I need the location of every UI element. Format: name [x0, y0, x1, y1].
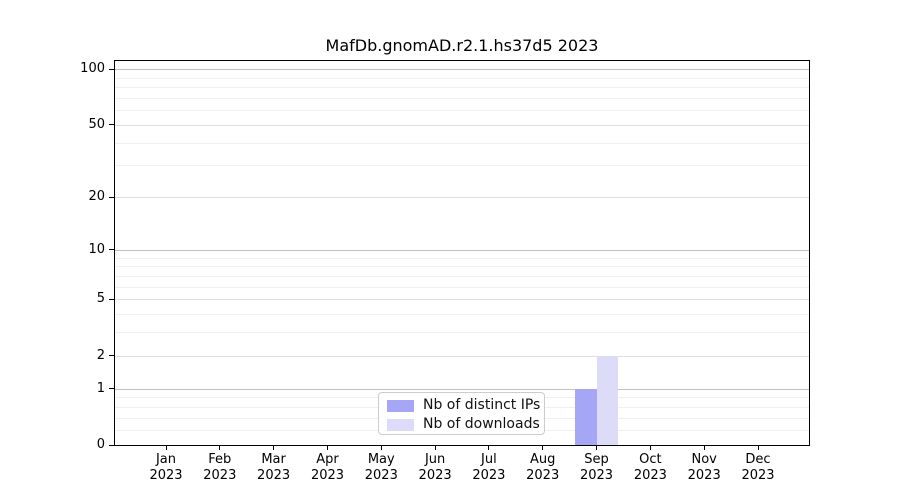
- minor-gridline: [115, 142, 809, 144]
- x-axis-tick-label: Jul 2023: [457, 452, 521, 484]
- minor-gridline: [115, 110, 809, 112]
- legend-label: Nb of downloads: [423, 416, 540, 432]
- y-tick-mark: [109, 249, 114, 251]
- major-gridline: [115, 388, 809, 390]
- x-tick-month: Dec: [745, 452, 771, 467]
- y-axis-tick-label: 20: [88, 189, 105, 205]
- x-tick-month: Jan: [155, 452, 177, 467]
- x-tick-mark: [327, 446, 328, 450]
- x-tick-year: 2023: [418, 468, 452, 483]
- minor-gridline: [115, 266, 809, 268]
- y-tick-mark: [109, 388, 114, 390]
- x-tick-mark: [273, 446, 275, 450]
- x-tick-month: Oct: [639, 452, 662, 467]
- x-tick-mark: [596, 446, 597, 450]
- x-tick-month: Mar: [261, 452, 286, 467]
- legend-swatch: [387, 419, 414, 431]
- x-tick-mark: [165, 446, 167, 450]
- minor-gridline: [115, 286, 809, 288]
- minor-gridline: [115, 97, 809, 99]
- minor-gridline: [115, 257, 809, 259]
- x-tick-year: 2023: [633, 468, 667, 483]
- y-tick-mark: [109, 68, 114, 70]
- x-tick-mark: [380, 446, 382, 450]
- x-tick-mark: [219, 446, 221, 450]
- x-axis-tick-label: May 2023: [349, 452, 413, 484]
- plot-area: [114, 60, 810, 446]
- x-tick-year: 2023: [526, 468, 560, 483]
- x-axis-tick-label: Oct 2023: [618, 452, 682, 484]
- x-tick-year: 2023: [203, 468, 237, 483]
- major-gridline: [115, 249, 809, 251]
- x-tick-mark: [542, 446, 544, 450]
- x-tick-mark: [649, 446, 651, 450]
- x-tick-month: Aug: [529, 452, 556, 467]
- x-tick-mark: [488, 446, 490, 450]
- x-tick-month: May: [367, 452, 395, 467]
- x-tick-mark: [703, 446, 705, 450]
- x-axis-tick-label: Mar 2023: [242, 452, 306, 484]
- x-tick-mark: [757, 446, 759, 450]
- x-axis-tick-label: Nov 2023: [672, 452, 736, 484]
- legend-label: Nb of distinct IPs: [423, 397, 541, 413]
- x-tick-mark: [434, 446, 436, 450]
- y-tick-mark: [109, 124, 114, 126]
- x-tick-month: Sep: [584, 452, 609, 467]
- labeled-minor-gridline: [115, 299, 809, 301]
- y-axis-tick-label: 5: [96, 291, 105, 307]
- y-axis-tick-label: 1: [96, 380, 105, 396]
- x-tick-year: 2023: [149, 468, 183, 483]
- minor-gridline: [115, 332, 809, 334]
- labeled-minor-gridline: [115, 124, 809, 126]
- x-tick-year: 2023: [364, 468, 398, 483]
- y-axis-tick-label: 2: [96, 347, 105, 363]
- y-axis-tick-label: 0: [96, 437, 105, 452]
- x-axis-tick-label: Feb 2023: [188, 452, 252, 484]
- x-tick-month: Apr: [316, 452, 339, 467]
- x-axis-tick-label: Apr 2023: [296, 452, 360, 484]
- x-tick-year: 2023: [687, 468, 721, 483]
- bar-nb-of-downloads: [596, 355, 618, 445]
- legend: Nb of distinct IPs Nb of downloads: [378, 392, 545, 435]
- labeled-minor-gridline: [115, 355, 809, 357]
- x-axis-tick-label: Sep 2023: [565, 452, 629, 484]
- y-tick-mark: [109, 196, 114, 198]
- x-tick-month: Jun: [424, 452, 446, 467]
- chart-title: MafDb.gnomAD.r2.1.hs37d5 2023: [325, 36, 599, 55]
- x-tick-month: Nov: [691, 452, 717, 467]
- x-tick-year: 2023: [741, 468, 775, 483]
- x-axis-tick-label: Jun 2023: [403, 452, 467, 484]
- legend-item: Nb of distinct IPs: [379, 396, 544, 415]
- x-tick-year: 2023: [472, 468, 506, 483]
- minor-gridline: [115, 165, 809, 167]
- labeled-minor-gridline: [115, 197, 809, 199]
- minor-gridline: [115, 77, 809, 79]
- y-axis-tick-label: 50: [88, 116, 105, 132]
- x-axis-tick-label: Jan 2023: [134, 452, 198, 484]
- x-axis-tick-label: Dec 2023: [726, 452, 790, 484]
- minor-gridline: [115, 275, 809, 277]
- x-tick-year: 2023: [257, 468, 291, 483]
- major-gridline: [115, 69, 809, 71]
- y-axis-tick-label: 10: [88, 241, 105, 257]
- x-tick-month: Feb: [208, 452, 232, 467]
- x-tick-year: 2023: [579, 468, 614, 483]
- bar-nb-of-distinct-ips: [575, 388, 597, 445]
- x-tick-month: Jul: [481, 452, 497, 467]
- legend-swatch: [387, 400, 414, 412]
- minor-gridline: [115, 87, 809, 89]
- x-tick-year: 2023: [310, 468, 345, 483]
- y-tick-mark: [109, 355, 114, 356]
- y-tick-mark: [109, 298, 114, 300]
- x-axis-tick-label: Aug 2023: [511, 452, 575, 484]
- y-tick-mark: [109, 444, 114, 446]
- y-axis-tick-label: 100: [80, 61, 105, 77]
- legend-item: Nb of downloads: [379, 415, 544, 434]
- minor-gridline: [115, 313, 809, 315]
